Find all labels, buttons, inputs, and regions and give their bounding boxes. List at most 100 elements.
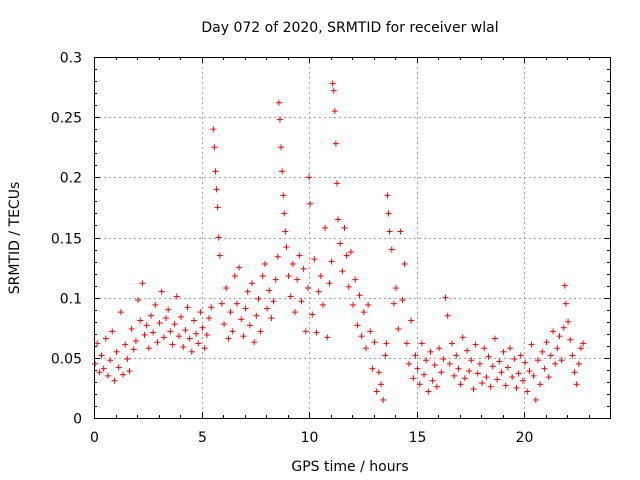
data-point [537, 381, 544, 388]
data-point [302, 328, 309, 335]
data-point [442, 294, 449, 301]
data-point [128, 325, 135, 332]
data-point [575, 360, 582, 367]
data-point [496, 358, 503, 365]
data-point [313, 329, 320, 336]
data-point [440, 356, 447, 363]
data-point [580, 340, 587, 347]
data-point [109, 328, 116, 335]
data-point [436, 345, 443, 352]
x-tick-label: 0 [90, 430, 99, 446]
data-point [298, 298, 305, 305]
data-point [306, 174, 312, 181]
data-point [354, 322, 361, 329]
data-point [122, 341, 129, 348]
data-point [281, 210, 288, 217]
data-point [358, 333, 365, 340]
data-point [268, 315, 275, 322]
data-point [380, 396, 387, 403]
data-point [350, 301, 357, 308]
data-point [244, 288, 251, 295]
data-point [309, 311, 316, 318]
data-point [423, 357, 430, 364]
data-point [141, 331, 148, 338]
data-point [517, 352, 524, 359]
data-point [190, 317, 197, 324]
data-point [343, 252, 350, 259]
data-point [329, 80, 336, 87]
data-point [317, 273, 324, 280]
data-point [278, 144, 285, 151]
data-point [412, 352, 419, 359]
data-point [221, 321, 228, 328]
data-point [253, 312, 260, 319]
data-point [470, 386, 477, 393]
data-point [498, 369, 505, 376]
y-tick-label: 0.3 [60, 51, 82, 67]
data-point [145, 345, 152, 352]
data-point [438, 369, 445, 376]
data-point [528, 341, 535, 348]
data-point [289, 260, 296, 267]
data-point [139, 280, 146, 287]
data-point [231, 273, 238, 280]
data-point [280, 192, 287, 199]
data-point [444, 312, 451, 319]
data-point [468, 357, 475, 364]
data-point [487, 383, 494, 390]
data-point [104, 372, 111, 379]
data-point [483, 374, 490, 381]
data-point [335, 216, 342, 223]
data-point [504, 364, 511, 371]
data-point [556, 333, 563, 340]
data-point [332, 140, 339, 147]
data-point [399, 297, 406, 304]
data-point [120, 371, 127, 378]
data-point [541, 365, 548, 372]
data-point [427, 348, 434, 355]
data-point [242, 305, 249, 312]
data-point [550, 328, 557, 335]
data-point [283, 244, 290, 251]
data-point [385, 210, 392, 217]
data-point [211, 144, 218, 151]
data-point [282, 228, 289, 235]
data-point [210, 126, 217, 133]
data-point [307, 200, 314, 207]
data-point [476, 360, 483, 367]
data-point [330, 87, 337, 94]
data-point [543, 339, 550, 346]
data-point [227, 309, 234, 316]
data-point [524, 388, 531, 395]
data-point [451, 372, 458, 379]
data-point [257, 328, 264, 335]
data-point [365, 301, 372, 308]
tick-layer: 0 5 10 15 20 0 0.05 0.1 0.15 0.2 0.25 0.3 [51, 51, 610, 446]
data-point [547, 352, 554, 359]
data-point [386, 228, 393, 235]
data-point [152, 301, 159, 308]
y-tick-label: 0.1 [60, 292, 82, 308]
data-point [233, 300, 240, 307]
data-point [311, 256, 318, 263]
data-point [455, 365, 462, 372]
data-point [180, 344, 187, 351]
data-point [255, 295, 262, 302]
data-point [453, 352, 460, 359]
data-point [341, 224, 348, 231]
data-point [264, 305, 271, 312]
data-point [474, 370, 481, 377]
data-point [459, 334, 466, 341]
data-point [117, 309, 124, 316]
data-point [552, 360, 559, 367]
x-tick-label: 20 [516, 430, 534, 446]
data-point [193, 330, 200, 337]
data-point [111, 377, 118, 384]
data-point [390, 300, 397, 307]
data-point [171, 321, 178, 328]
data-point [339, 268, 346, 275]
data-point [573, 381, 580, 388]
data-point [147, 312, 154, 319]
data-point [401, 260, 408, 267]
data-point [565, 318, 572, 325]
